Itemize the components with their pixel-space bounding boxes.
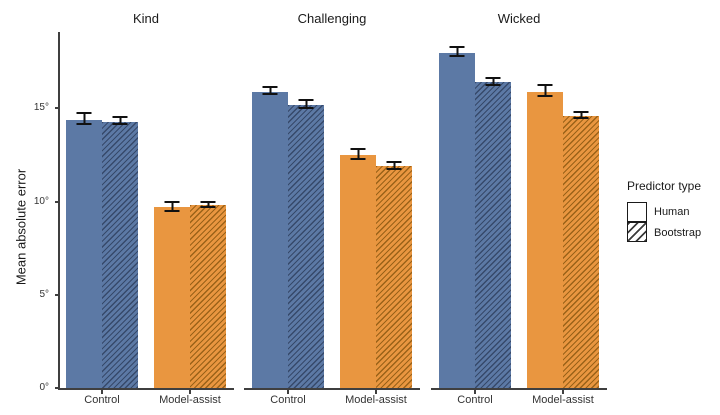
facet-title: Kind (132, 11, 160, 26)
legend-item-human: Human (627, 201, 701, 222)
y-axis-tick (55, 387, 60, 389)
x-label-model-assist: Model-assist (159, 394, 221, 406)
error-bar-line (171, 202, 173, 210)
error-bar (298, 99, 314, 109)
y-axis: 0° 5° 10° 15° (0, 32, 60, 393)
error-bar-line (269, 87, 271, 94)
bar-challenging-control-bootstrap (288, 99, 324, 388)
x-axis-tick (287, 390, 289, 394)
y-tick-label: 15° (33, 102, 49, 114)
error-bar-line (207, 202, 209, 207)
error-bar (76, 112, 92, 126)
x-axis-line (431, 388, 607, 390)
x-label-control: Control (270, 394, 306, 406)
error-bar (386, 160, 402, 171)
facet-panel-challenging: Challenging Control Model-assist (244, 0, 420, 415)
error-bar-line (305, 101, 307, 107)
error-bar (350, 148, 366, 160)
bars-container (58, 32, 234, 388)
plot-area (431, 32, 607, 388)
bars-container (431, 32, 607, 388)
error-bar (449, 45, 465, 58)
error-bar (200, 200, 216, 209)
x-axis-labels: Control Model-assist (244, 394, 420, 406)
facet-title: Challenging (297, 11, 367, 26)
error-bar (262, 85, 278, 96)
bar-kind-control-human (66, 112, 102, 388)
error-bar-line (544, 86, 546, 96)
error-bar-line (456, 47, 458, 56)
error-bar (112, 115, 128, 126)
y-tick-label: 5° (39, 288, 49, 300)
x-axis-line (58, 388, 234, 390)
error-bar-line (580, 113, 582, 117)
x-label-control: Control (84, 394, 120, 406)
bar-challenging-control-human (252, 85, 288, 388)
legend-title: Predictor type (627, 179, 702, 193)
error-bar-line (83, 114, 85, 124)
error-bar (164, 200, 180, 212)
y-axis-tick (55, 293, 60, 296)
x-axis-tick (375, 390, 377, 394)
facet-title: Wicked (497, 11, 541, 26)
y-tick-label: 10° (33, 195, 49, 207)
x-axis-tick (562, 390, 564, 394)
facet-panel-wicked: Wicked Control Model-assist (431, 0, 607, 415)
legend-label: Human (654, 205, 690, 218)
plot-area (58, 32, 234, 388)
error-bar (485, 76, 501, 87)
y-tick-label: 0° (39, 382, 49, 393)
legend-item-bootstrap: Bootstrap (627, 222, 701, 243)
bar-kind-model-assist-human (154, 200, 190, 388)
error-bar-line (492, 78, 494, 85)
human-solid-swatch-icon (627, 201, 647, 222)
x-axis-labels: Control Model-assist (58, 394, 234, 406)
error-bar (537, 84, 553, 98)
x-label-model-assist: Model-assist (532, 394, 594, 406)
bar-wicked-model-assist-bootstrap (563, 111, 599, 388)
bar-challenging-model-assist-bootstrap (376, 160, 412, 388)
x-axis-line (244, 388, 420, 390)
error-bar-line (119, 117, 121, 124)
bar-kind-model-assist-bootstrap (190, 200, 226, 388)
facet-panel-kind: Kind Control Model-assist (58, 0, 234, 415)
x-axis-tick (474, 390, 476, 394)
bar-wicked-control-bootstrap (475, 76, 511, 388)
x-label-model-assist: Model-assist (345, 394, 407, 406)
bar-kind-control-bootstrap (102, 115, 138, 388)
bootstrap-hatched-swatch-icon (627, 222, 647, 242)
bar-challenging-model-assist-human (340, 148, 376, 388)
plot-area (244, 32, 420, 388)
y-axis-tick (55, 107, 60, 110)
x-axis-tick (189, 390, 191, 394)
error-bar (573, 111, 589, 119)
error-bar-line (357, 150, 359, 158)
x-axis-tick (101, 390, 103, 394)
bar-wicked-model-assist-human (527, 84, 563, 388)
legend-label: Bootstrap (654, 226, 702, 239)
error-bar-line (393, 162, 395, 169)
legend: Predictor type Human Bootstrap (627, 179, 701, 243)
bars-container (244, 32, 420, 388)
y-axis-tick (55, 200, 60, 203)
bar-wicked-control-human (439, 45, 475, 388)
x-label-control: Control (457, 394, 493, 406)
x-axis-labels: Control Model-assist (431, 394, 607, 406)
